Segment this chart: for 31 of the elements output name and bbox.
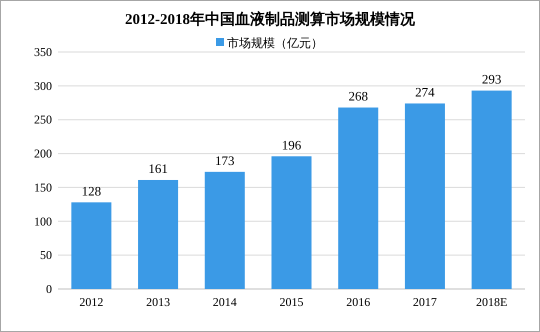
- bar: [138, 180, 178, 289]
- bar: [271, 156, 312, 289]
- bar: [338, 108, 378, 289]
- y-tick-label: 50: [40, 248, 52, 262]
- y-tick-label: 200: [34, 146, 52, 161]
- legend-label: 市场规模（亿元）: [227, 36, 323, 50]
- x-tick-label: 2018E: [476, 295, 508, 309]
- data-label: 196: [282, 137, 302, 152]
- y-tick-label: 350: [34, 45, 52, 59]
- x-tick-label: 2012: [79, 295, 104, 309]
- y-tick-label: 250: [34, 112, 52, 127]
- x-tick-label: 2017: [412, 295, 437, 309]
- data-label: 293: [482, 72, 502, 87]
- bar: [71, 202, 112, 289]
- x-tick-label: 2014: [212, 295, 237, 309]
- bar: [204, 172, 245, 289]
- chart-title: 2012-2018年中国血液制品测算市场规模情况: [125, 10, 416, 28]
- x-tick-label: 2013: [146, 295, 170, 309]
- bar: [404, 103, 445, 289]
- bar: [472, 90, 512, 289]
- x-tick-label: 2016: [346, 295, 370, 309]
- data-label: 161: [148, 160, 168, 176]
- x-tick-label: 2015: [280, 295, 304, 309]
- y-tick-label: 0: [46, 282, 52, 296]
- y-tick-label: 150: [34, 180, 52, 194]
- data-label: 268: [348, 88, 368, 104]
- data-label: 274: [415, 84, 436, 100]
- y-tick-label: 100: [34, 214, 52, 228]
- data-label: 173: [215, 152, 235, 168]
- data-label: 128: [82, 183, 102, 198]
- y-tick-label: 300: [34, 78, 52, 93]
